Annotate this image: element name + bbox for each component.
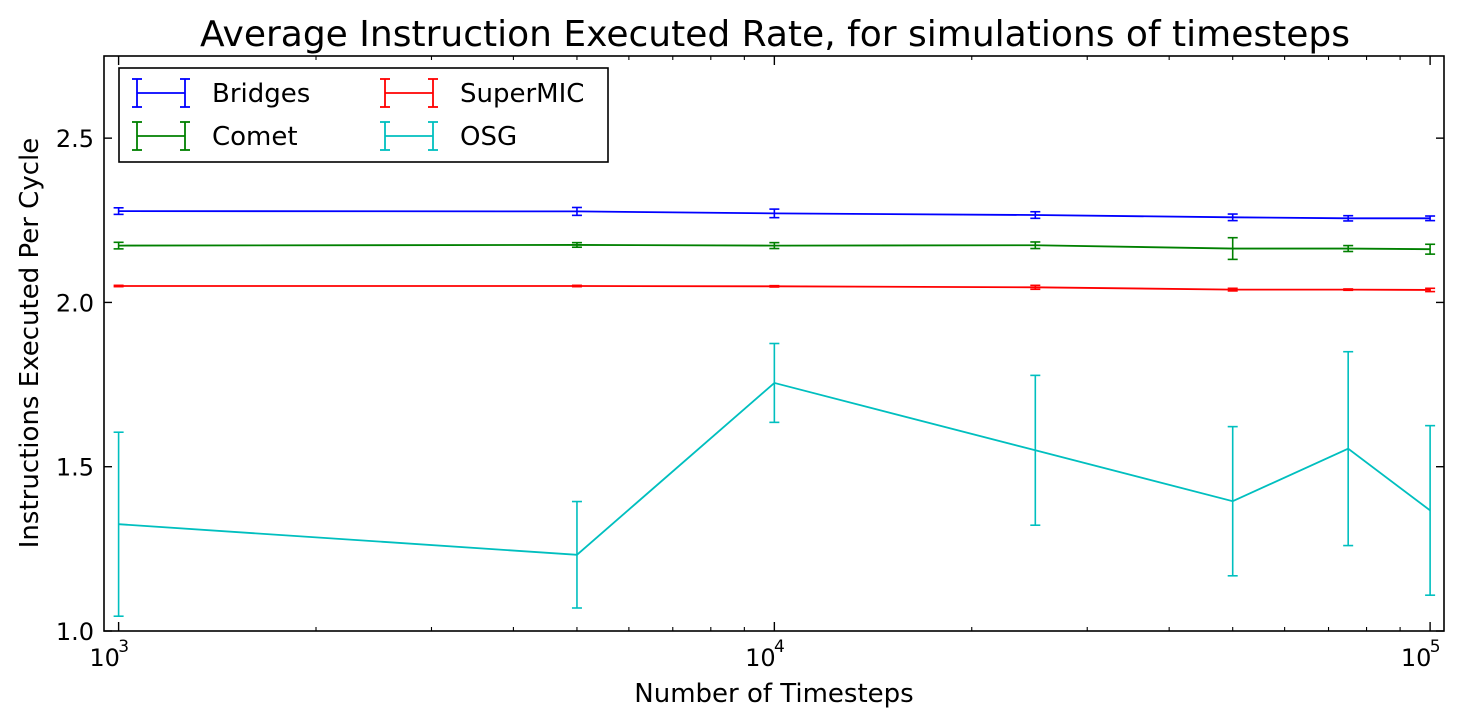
error-bar xyxy=(1030,210,1041,220)
error-bar xyxy=(1227,287,1238,292)
y-tick-label: 1.5 xyxy=(56,454,94,482)
error-bar xyxy=(113,241,124,250)
x-tick-exponent: 4 xyxy=(774,637,785,657)
x-tick-label: 10 xyxy=(89,644,120,672)
error-bar xyxy=(1030,284,1041,291)
error-bar xyxy=(113,207,124,216)
series-osg xyxy=(113,342,1436,618)
error-bar xyxy=(1227,236,1238,261)
plot-area xyxy=(113,206,1436,618)
legend-label: Comet xyxy=(212,122,298,152)
error-bar xyxy=(1343,350,1354,547)
error-bar xyxy=(1425,287,1436,293)
legend-entry-bridges: Bridges xyxy=(132,78,310,109)
series-supermic xyxy=(113,284,1436,293)
error-bar xyxy=(1425,243,1436,255)
error-bar xyxy=(113,431,124,618)
series-comet xyxy=(113,236,1436,261)
x-tick-label: 10 xyxy=(1401,644,1432,672)
error-bar xyxy=(1227,213,1238,222)
legend-label: OSG xyxy=(460,122,517,152)
legend-entry-supermic: SuperMIC xyxy=(380,78,584,109)
error-bar xyxy=(1343,288,1354,292)
x-tick-label: 10 xyxy=(745,644,776,672)
legend-label: SuperMIC xyxy=(460,79,584,109)
y-tick-label: 2.5 xyxy=(56,125,94,153)
legend-box xyxy=(118,67,609,163)
chart-title: Average Instruction Executed Rate, for s… xyxy=(200,14,1350,55)
legend: Bridges Comet SuperMIC OSG xyxy=(118,67,609,163)
error-bar xyxy=(1425,424,1436,596)
legend-handle xyxy=(132,78,190,108)
error-bar xyxy=(1030,374,1041,527)
x-axis-label: Number of Timesteps xyxy=(634,679,913,709)
error-bar xyxy=(769,284,780,288)
x-tick-exponent: 5 xyxy=(1430,637,1441,657)
error-bar xyxy=(571,241,582,249)
error-bar xyxy=(571,284,582,288)
x-tick-exponent: 3 xyxy=(118,637,129,657)
y-tick-label: 2.0 xyxy=(56,289,94,317)
legend-handle xyxy=(380,121,438,151)
legend-entry-osg: OSG xyxy=(380,121,517,152)
error-bar xyxy=(1030,241,1041,250)
error-bar xyxy=(1343,214,1354,222)
error-bar xyxy=(769,342,780,424)
legend-handle xyxy=(380,78,438,108)
legend-label: Bridges xyxy=(212,79,310,109)
error-bar xyxy=(769,241,780,250)
error-bar xyxy=(113,284,124,288)
y-tick-label: 1.0 xyxy=(56,618,94,646)
error-bar xyxy=(571,206,582,217)
error-bar xyxy=(1425,215,1436,222)
error-bar xyxy=(1227,425,1238,577)
series-bridges xyxy=(113,206,1436,222)
y-axis-label: Instructions Executed Per Cycle xyxy=(15,138,45,548)
error-bar xyxy=(769,208,780,219)
error-bar xyxy=(571,500,582,609)
error-bar xyxy=(1343,244,1354,253)
legend-entry-comet: Comet xyxy=(132,121,298,152)
legend-handle xyxy=(132,121,190,151)
